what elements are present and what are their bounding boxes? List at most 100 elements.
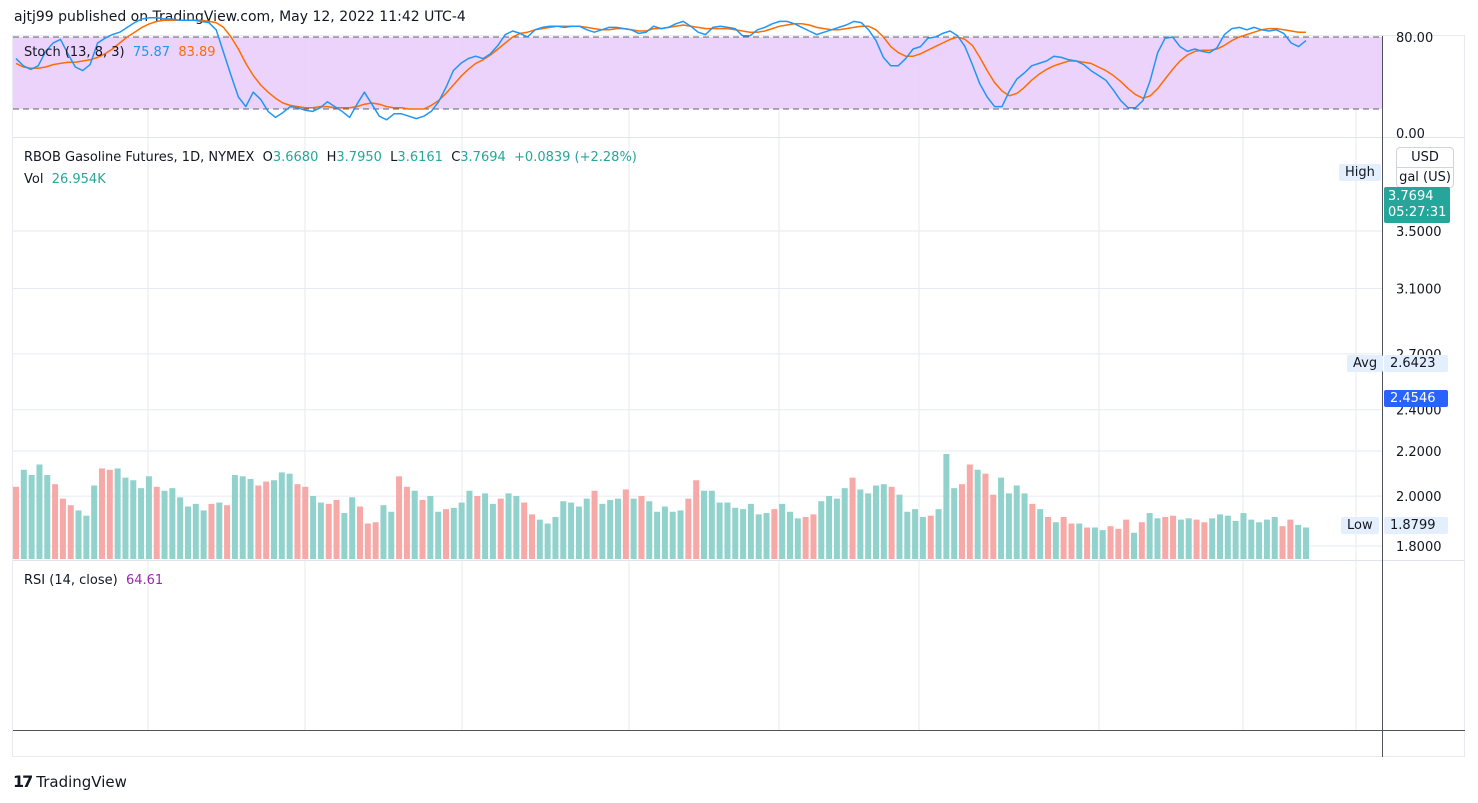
- volume-bar: [1248, 519, 1255, 559]
- volume-bar: [1115, 528, 1122, 559]
- volume-bar: [919, 517, 926, 559]
- stoch-k-line: [15, 17, 1307, 121]
- volume-bar: [1146, 513, 1153, 559]
- volume-bar: [740, 509, 747, 559]
- tradingview-logo[interactable]: 17 TradingView: [13, 772, 127, 791]
- volume-bar: [880, 484, 887, 559]
- volume-bar: [317, 502, 324, 559]
- price-legend[interactable]: RBOB Gasoline Futures, 1D, NYMEX O3.6680…: [24, 150, 637, 165]
- volume-bar: [489, 503, 496, 559]
- volume-bar: [677, 510, 684, 559]
- volume-bar: [28, 475, 35, 559]
- volume-bar: [802, 517, 809, 559]
- low-badge-label: Low: [1341, 517, 1379, 534]
- hline-badge-value: 2.4546: [1384, 390, 1448, 407]
- volume-bar: [927, 515, 934, 559]
- volume-bar: [1303, 527, 1309, 559]
- stoch-legend[interactable]: Stoch (13, 8, 3) 75.87 83.89: [24, 45, 216, 60]
- volume-bar: [607, 499, 614, 559]
- volume-bar: [630, 498, 637, 559]
- volume-bar: [357, 506, 363, 559]
- volume-label: Vol: [24, 172, 44, 187]
- close-value: 3.7694: [460, 150, 506, 165]
- volume-bar: [583, 498, 590, 559]
- volume-bar: [888, 486, 895, 559]
- currency-label[interactable]: USD: [1411, 150, 1439, 165]
- volume-bar: [114, 468, 121, 559]
- volume-bar: [458, 502, 465, 559]
- volume-bar: [568, 502, 575, 559]
- volume-bar: [505, 493, 512, 559]
- volume-bar: [294, 484, 301, 559]
- volume-bar: [1295, 524, 1302, 559]
- volume-bar: [896, 494, 903, 559]
- published-caption: ajtj99 published on TradingView.com, May…: [14, 9, 466, 25]
- volume-bar: [161, 490, 168, 559]
- volume-bar: [1131, 532, 1137, 559]
- volume-bar: [1123, 519, 1130, 559]
- volume-bar: [450, 507, 457, 559]
- volume-bar: [59, 498, 66, 559]
- volume-bar: [1099, 530, 1106, 559]
- volume-bar: [661, 506, 668, 559]
- volume-bar: [857, 489, 864, 559]
- stoch-axis-label: 80.00: [1396, 31, 1433, 46]
- volume-bar: [138, 488, 145, 559]
- volume-bar: [177, 497, 184, 559]
- volume-bar: [708, 490, 715, 559]
- volume-bar: [13, 486, 19, 559]
- volume-bar: [1271, 517, 1278, 559]
- volume-bar: [364, 523, 371, 559]
- volume-bar: [521, 502, 528, 559]
- volume-bar: [1177, 519, 1184, 559]
- volume-bar: [52, 484, 59, 559]
- volume-bar: [990, 494, 997, 559]
- volume-bar: [1107, 526, 1114, 559]
- stoch-pane: [13, 17, 1382, 121]
- volume-bar: [826, 496, 833, 559]
- volume-bar: [1052, 522, 1059, 559]
- volume-bar: [1005, 493, 1012, 559]
- axes: 80.000.003.50003.10002.70002.40002.20002…: [13, 31, 1465, 757]
- volume-legend[interactable]: Vol 26.954K: [24, 172, 106, 187]
- volume-bar: [497, 498, 504, 559]
- volume-bar: [255, 485, 262, 559]
- volume-bar: [1076, 523, 1083, 559]
- countdown-timer: 05:27:31: [1388, 205, 1447, 220]
- volume-bar: [271, 480, 277, 559]
- volume-bar: [286, 473, 293, 559]
- currency-unit-selector[interactable]: USD gal (US): [1396, 147, 1454, 188]
- low-value: 3.6161: [397, 150, 443, 165]
- volume-bar: [91, 485, 98, 559]
- volume-bar: [1185, 518, 1192, 559]
- rsi-legend[interactable]: RSI (14, close) 64.61: [24, 573, 163, 588]
- stoch-title: Stoch (13, 8, 3): [24, 45, 125, 60]
- volume-bar: [278, 472, 285, 559]
- volume-bar: [591, 490, 598, 559]
- volume-bar: [185, 506, 191, 559]
- last-price-value: 3.7694: [1388, 189, 1434, 204]
- high-label: H: [326, 150, 337, 165]
- volume-bar: [1287, 519, 1294, 559]
- volume-bar: [1091, 527, 1098, 559]
- volume-bar: [435, 511, 442, 559]
- volume-bar: [130, 480, 137, 559]
- volume-bar: [810, 514, 817, 559]
- volume-bar: [779, 503, 786, 559]
- volume-bar: [99, 468, 105, 559]
- unit-label[interactable]: gal (US): [1397, 167, 1453, 187]
- volume-bar: [224, 505, 231, 559]
- volume-bar: [849, 477, 856, 559]
- volume-bar: [20, 469, 27, 559]
- avg-badge-value: 2.6423: [1384, 355, 1448, 372]
- volume-bar: [247, 478, 254, 559]
- volume-bar: [685, 498, 692, 559]
- volume-bar: [169, 488, 176, 559]
- volume-bar: [403, 486, 410, 559]
- volume-bar: [427, 496, 434, 559]
- change-value: +0.0839 (+2.28%): [514, 150, 637, 165]
- volume-bar: [638, 496, 645, 559]
- volume-bar: [794, 518, 801, 559]
- volume-bar: [575, 506, 582, 559]
